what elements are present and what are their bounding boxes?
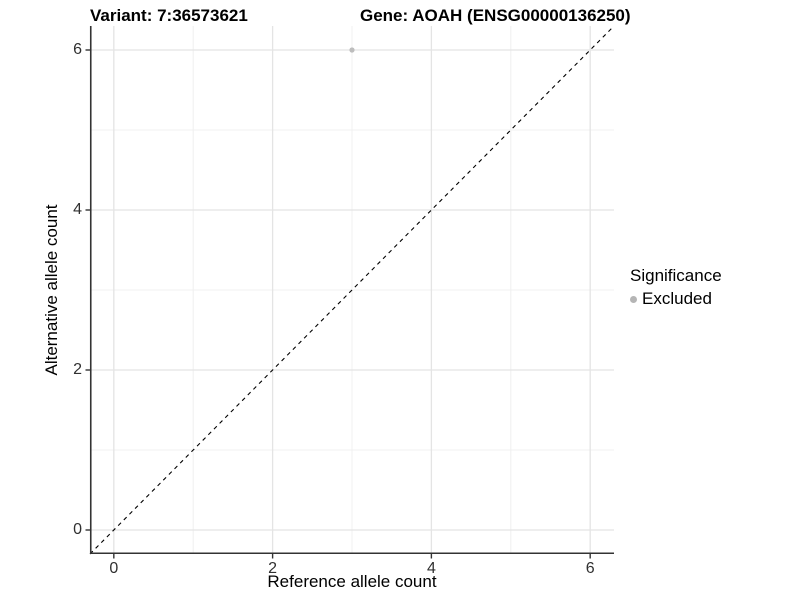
plot-title-variant: Variant: 7:36573621 (90, 6, 248, 25)
legend-point-icon (630, 295, 637, 303)
y-axis-title: Alternative allele count (42, 204, 61, 376)
plot-title-gene: Gene: AOAH (ENSG00000136250) (360, 6, 631, 25)
y-tick-label: 6 (73, 41, 82, 58)
data-point (349, 47, 355, 53)
legend: Significance Excluded (630, 266, 722, 309)
x-tick-label: 0 (109, 560, 119, 577)
x-axis-title: Reference allele count (267, 572, 437, 591)
legend-item-excluded: Excluded (630, 289, 722, 309)
y-tick-label: 0 (73, 521, 82, 538)
x-tick-label: 6 (585, 560, 595, 577)
x-tick-label: 4 (426, 560, 436, 577)
plot-canvas (85, 25, 615, 559)
legend-title: Significance (630, 266, 722, 285)
y-tick-label: 2 (73, 361, 82, 378)
x-tick-label: 2 (268, 560, 278, 577)
identity-reference-line (89, 25, 615, 555)
y-tick-label: 4 (73, 201, 82, 218)
legend-item-label: Excluded (642, 289, 712, 308)
plot-panel (85, 25, 615, 559)
